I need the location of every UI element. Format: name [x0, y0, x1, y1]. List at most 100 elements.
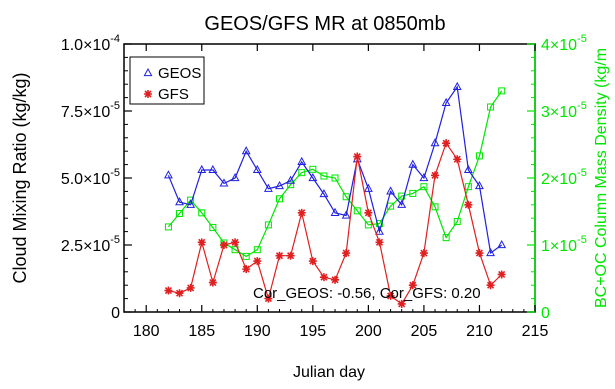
- x-axis: 180 185 190 195 200 205 210 215: [123, 44, 549, 340]
- data-point: [364, 221, 372, 229]
- y-tick-label: 1.0×10-4: [61, 33, 120, 54]
- data-point: [208, 164, 218, 174]
- data-point: [275, 251, 284, 260]
- data-point: [286, 175, 296, 184]
- data-point: [252, 164, 262, 174]
- y-right-tick-label: 2×10-5: [541, 167, 587, 188]
- x-tick-label: 215: [522, 323, 549, 340]
- legend-label: GEOS: [158, 65, 201, 82]
- data-point: [364, 208, 373, 217]
- data-point: [219, 241, 228, 249]
- series-line: [167, 85, 503, 255]
- data-point: [319, 273, 328, 282]
- legend-box: [129, 56, 205, 105]
- legend-marker: [143, 67, 153, 77]
- data-point: [463, 164, 473, 174]
- data-point: [219, 178, 229, 187]
- data-point: [408, 159, 418, 168]
- data-point: [309, 165, 317, 173]
- data-point: [419, 249, 428, 258]
- data-point: [464, 200, 473, 209]
- series-gfs: [164, 139, 506, 308]
- data-point: [230, 172, 240, 182]
- data-point: [475, 249, 484, 258]
- series-geos: [163, 81, 507, 257]
- data-point: [464, 183, 472, 191]
- data-point: [453, 155, 462, 164]
- data-point: [409, 189, 417, 197]
- y-tick-label: 5.0×10-5: [61, 167, 120, 188]
- data-point: [208, 278, 217, 287]
- data-point: [420, 183, 428, 191]
- data-point: [486, 247, 496, 257]
- x-tick-label: 180: [133, 323, 160, 340]
- series-layer: [163, 81, 507, 308]
- data-point: [176, 210, 184, 218]
- data-point: [353, 207, 361, 215]
- data-point: [242, 265, 251, 274]
- data-point: [331, 174, 339, 182]
- y-right-tick-label: 4×10-5: [541, 33, 587, 54]
- data-point: [475, 152, 483, 160]
- y-tick-label: 7.5×10-5: [61, 100, 120, 121]
- data-point: [275, 180, 284, 190]
- data-point: [231, 238, 240, 247]
- y-right-tick-label: 1×10-5: [541, 234, 587, 255]
- data-point: [297, 208, 306, 217]
- data-point: [363, 183, 373, 192]
- x-tick-label: 195: [299, 323, 326, 340]
- x-tick-label: 185: [188, 323, 215, 340]
- data-point: [442, 139, 451, 148]
- data-point: [298, 169, 306, 177]
- series-line: [167, 90, 503, 258]
- data-point: [286, 251, 295, 260]
- data-point: [186, 199, 196, 208]
- data-point: [431, 171, 440, 180]
- data-point: [342, 193, 350, 201]
- data-point: [319, 189, 329, 198]
- data-point: [164, 286, 173, 295]
- correlation-annotation: Cor_GEOS: -0.56, Cor_GFS: 0.20: [253, 285, 481, 302]
- y-axis-left: 0 2.5×10-5 5.0×10-5 7.5×10-5 1.0×10-4: [61, 33, 132, 322]
- data-point: [287, 181, 295, 189]
- data-point: [209, 224, 217, 232]
- y-right-tick-label: 0: [541, 305, 550, 322]
- data-point: [264, 294, 273, 303]
- chart-title: GEOS/GFS MR at 0850mb: [204, 13, 445, 35]
- data-point: [387, 202, 395, 210]
- y-tick-label: 0: [111, 305, 120, 322]
- y-axis-label-right: BC+OC Column Mass Density (kg/m: [593, 48, 610, 308]
- data-point: [487, 103, 495, 111]
- data-point: [475, 180, 484, 190]
- data-point: [175, 197, 184, 206]
- data-point: [397, 199, 407, 208]
- legend: GEOS GFS: [129, 56, 205, 105]
- data-point: [276, 195, 284, 203]
- data-point: [431, 203, 439, 211]
- data-point: [330, 207, 340, 216]
- data-point: [419, 172, 429, 182]
- data-point: [264, 221, 272, 229]
- data-point: [453, 218, 461, 226]
- data-point: [397, 299, 406, 308]
- data-point: [253, 246, 261, 254]
- data-point: [331, 275, 340, 284]
- legend-marker: [144, 90, 152, 98]
- data-point: [498, 87, 506, 95]
- data-point: [430, 138, 440, 147]
- data-point: [386, 186, 396, 195]
- y-axis-label-left: Cloud Mixing Ratio (kg/kg): [10, 72, 30, 283]
- data-point: [353, 152, 362, 161]
- data-point: [197, 238, 206, 247]
- x-tick-label: 200: [355, 323, 382, 340]
- data-point: [186, 283, 195, 292]
- data-point: [198, 209, 206, 217]
- data-point: [197, 164, 207, 174]
- data-point: [320, 172, 328, 180]
- data-point: [308, 257, 317, 266]
- data-point: [253, 257, 262, 266]
- data-point: [442, 234, 450, 242]
- y-tick-label: 2.5×10-5: [61, 234, 120, 255]
- data-point: [175, 289, 184, 298]
